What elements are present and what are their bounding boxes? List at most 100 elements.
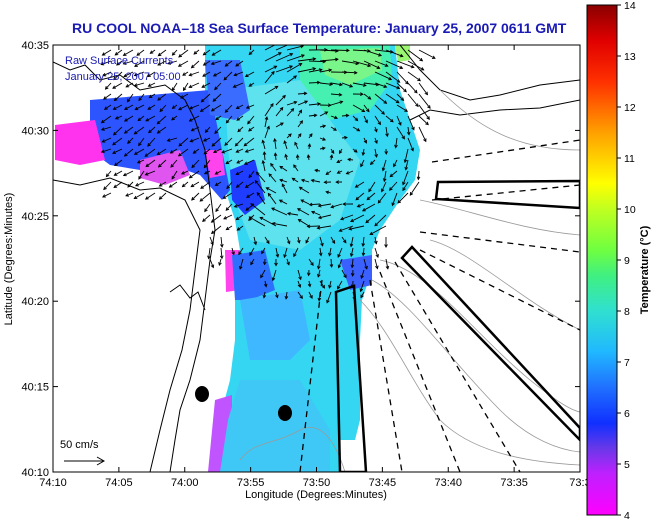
current-vector-arrow-icon — [283, 247, 288, 259]
current-vector-arrow-icon — [182, 82, 189, 92]
x-tick-label: 73:40 — [434, 477, 462, 489]
current-vector-arrow-icon — [330, 48, 350, 53]
current-vector-arrow-icon — [224, 104, 233, 113]
current-vector-arrow-icon — [199, 192, 211, 202]
current-vector-arrow-icon — [166, 137, 178, 142]
current-vector-arrow-icon — [145, 159, 156, 168]
current-vector-arrow-icon — [297, 219, 310, 227]
colorbar — [586, 4, 618, 516]
current-vector-arrow-icon — [319, 68, 333, 73]
current-vector-arrow-icon — [286, 211, 299, 216]
current-vector-arrow-icon — [210, 214, 222, 223]
current-vector-arrow-icon — [275, 106, 284, 117]
current-vector-arrow-icon — [262, 291, 267, 299]
current-vector-arrow-icon — [319, 146, 326, 151]
colorbar-tick-label: 14 — [624, 0, 636, 12]
current-vector-arrow-icon — [126, 93, 134, 103]
current-vector-arrow-icon — [147, 71, 156, 77]
overlay-line-2: January 25, 2007 05:00 — [65, 71, 181, 83]
colorbar-label: Temperature (°C) — [639, 225, 651, 314]
current-vector-arrow-icon — [330, 236, 336, 245]
current-vector-arrow-icon — [407, 71, 421, 82]
current-vector-arrow-icon — [297, 236, 301, 244]
current-vector-arrow-icon — [352, 148, 358, 153]
current-vector-arrow-icon — [156, 115, 167, 125]
current-vector-arrow-icon — [317, 214, 332, 220]
current-vector-arrow-icon — [374, 82, 388, 89]
current-vector-arrow-icon — [396, 115, 402, 126]
current-vector-arrow-icon — [385, 82, 401, 90]
current-vector-arrow-icon — [325, 190, 332, 195]
current-vector-arrow-icon — [199, 104, 211, 112]
current-vector-arrow-icon — [268, 173, 277, 183]
current-vector-arrow-icon — [225, 203, 233, 211]
current-vector-arrow-icon — [347, 157, 354, 162]
current-vector-arrow-icon — [239, 258, 244, 270]
current-vector-arrow-icon — [374, 71, 393, 81]
current-vector-arrow-icon — [191, 159, 200, 169]
current-vector-arrow-icon — [418, 115, 429, 126]
current-vector-arrow-icon — [203, 148, 211, 155]
current-vector-arrow-icon — [382, 170, 387, 183]
current-vector-arrow-icon — [341, 70, 358, 75]
current-vector-arrow-icon — [403, 148, 409, 164]
current-vector-arrow-icon — [319, 57, 339, 62]
current-vector-arrow-icon — [330, 203, 343, 209]
current-vector-arrow-icon — [236, 159, 244, 164]
current-vector-arrow-icon — [133, 71, 145, 77]
current-vector-arrow-icon — [123, 126, 134, 134]
current-vector-arrow-icon — [202, 71, 211, 77]
current-vector-arrow-icon — [286, 258, 290, 266]
current-vector-arrow-icon — [385, 60, 404, 70]
current-vector-arrow-icon — [374, 104, 385, 115]
current-vector-arrow-icon — [182, 71, 189, 76]
current-vector-arrow-icon — [297, 67, 317, 73]
current-vector-arrow-icon — [202, 60, 211, 66]
current-vector-arrow-icon — [283, 140, 288, 150]
current-vector-arrow-icon — [102, 192, 112, 198]
current-vector-arrow-icon — [138, 137, 145, 147]
x-tick-label: 73:50 — [303, 477, 331, 489]
current-vector-arrow-icon — [374, 236, 378, 245]
current-vector-arrow-icon — [338, 148, 343, 155]
current-vector-arrow-icon — [264, 52, 282, 62]
current-vector-arrow-icon — [406, 126, 411, 136]
colorbar-tick-label: 10 — [624, 204, 636, 216]
current-vector-arrow-icon — [361, 148, 366, 156]
current-vector-arrow-icon — [133, 82, 145, 87]
current-vector-arrow-icon — [360, 291, 365, 299]
current-vector-arrow-icon — [178, 137, 189, 147]
current-vector-arrow-icon — [363, 137, 368, 144]
colorbar-ticks: 14 13 12 11 10 9 8 7 6 5 4 — [617, 0, 636, 519]
current-vector-arrow-icon — [250, 258, 255, 266]
current-vector-arrow-icon — [306, 154, 311, 161]
current-vector-arrow-icon — [396, 71, 409, 85]
current-vector-arrow-icon — [114, 49, 123, 56]
current-vector-arrow-icon — [418, 104, 430, 120]
current-vector-arrow-icon — [181, 170, 189, 175]
current-vector-arrow-icon — [123, 115, 134, 122]
colorbar-tick-label: 9 — [624, 255, 630, 267]
current-vector-arrow-icon — [100, 148, 112, 154]
current-vector-arrow-icon — [317, 291, 322, 302]
current-vector-arrow-icon — [396, 104, 409, 112]
current-vector-arrow-icon — [336, 159, 343, 163]
current-vector-arrow-icon — [261, 247, 266, 255]
current-vector-arrow-icon — [340, 214, 354, 221]
current-vector-arrow-icon — [170, 159, 178, 168]
current-vector-arrow-icon — [203, 137, 211, 142]
x-tick-label: 74:00 — [171, 477, 199, 489]
current-vector-arrow-icon — [157, 93, 167, 101]
current-vector-arrow-icon — [260, 269, 266, 279]
current-vector-arrow-icon — [385, 126, 389, 138]
current-vector-arrow-icon — [147, 82, 156, 87]
current-vector-arrow-icon — [308, 80, 321, 85]
current-vector-arrow-icon — [178, 104, 189, 111]
current-vector-arrow-icon — [236, 225, 244, 231]
current-vector-arrow-icon — [135, 181, 145, 187]
current-vector-arrow-icon — [157, 49, 167, 57]
current-vector-arrow-icon — [308, 68, 323, 73]
current-vector-arrow-icon — [234, 137, 244, 147]
current-vector-arrow-icon — [244, 148, 255, 153]
current-vector-arrow-icon — [374, 148, 378, 158]
